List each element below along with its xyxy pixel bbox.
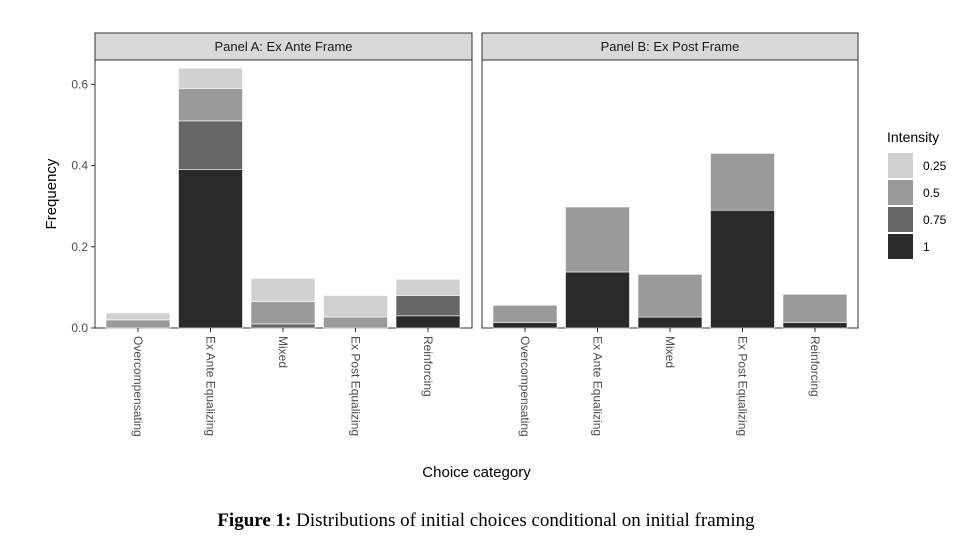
legend-label: 0.5	[923, 186, 940, 200]
x-tick-label: Reinforcing	[808, 336, 822, 397]
panel-b: Panel B: Ex Post Frame Overcompensating Ex…	[481, 32, 859, 437]
legend-label: 1	[923, 240, 930, 254]
bar-segment-ex-ante-equalizing-1	[565, 271, 630, 329]
bar-segment-ex-ante-equalizing-0.25	[178, 67, 243, 89]
caption-label: Figure 1:	[217, 510, 292, 531]
y-tick-label: 0.0	[71, 321, 88, 335]
x-tick-label: Mixed	[663, 336, 677, 368]
x-tick-label: Ex Ante Equalizing	[591, 336, 605, 436]
bar-segment-mixed-0.25	[250, 278, 316, 302]
y-tick-label: 0.2	[71, 240, 88, 254]
bar-segment-overcompensating-0.5	[492, 304, 558, 324]
bar-segment-ex-post-equalizing-0.5	[710, 153, 775, 211]
bar-segment-ex-post-equalizing-1	[710, 209, 775, 329]
bar-segment-overcompensating-0.25	[105, 312, 171, 321]
legend-swatch-0.25	[888, 153, 913, 178]
bar-segment-reinforcing-1	[395, 315, 461, 329]
x-tick-label: Overcompensating	[518, 336, 532, 437]
bar-segment-ex-ante-equalizing-0.5	[178, 88, 243, 122]
x-tick-label: Reinforcing	[421, 336, 435, 397]
bar-segment-ex-ante-equalizing-0.75	[178, 120, 243, 170]
x-tick-label: Ex Post Equalizing	[349, 336, 363, 436]
legend-label: 0.75	[923, 213, 947, 227]
bar-segment-ex-post-equalizing-0.25	[323, 295, 388, 318]
bar-segment-ex-ante-equalizing-0.5	[565, 206, 630, 273]
bar-segment-ex-post-equalizing-0.5	[323, 316, 388, 329]
legend-swatch-1	[888, 234, 913, 259]
stacked-bar-chart: Panel A: Ex Ante Frame Overcompensating Ex…	[43, 32, 947, 481]
legend-title: Intensity	[887, 129, 939, 145]
y-axis-title: Frequency	[43, 158, 60, 229]
panel-strip	[481, 32, 859, 61]
y-axis: 0.0 0.2 0.4 0.6	[71, 77, 95, 335]
x-tick-label: Ex Ante Equalizing	[204, 336, 218, 436]
y-tick-label: 0.6	[71, 77, 88, 91]
legend-label: 0.25	[923, 159, 947, 173]
panel-strip	[94, 32, 473, 61]
panel-title: Panel A: Ex Ante Frame	[214, 39, 352, 54]
bar-segment-reinforcing-1	[782, 322, 848, 329]
bar-segment-ex-ante-equalizing-1	[178, 169, 243, 329]
legend-swatch-0.5	[888, 180, 913, 205]
bar-segment-mixed-0.5	[637, 274, 703, 318]
figure-caption: Figure 1: Distributions of initial choic…	[0, 510, 972, 532]
bar-segment-mixed-1	[637, 316, 703, 329]
bar-segment-overcompensating-0.5	[105, 319, 171, 329]
bar-segment-overcompensating-1	[492, 322, 558, 329]
legend-swatch-0.75	[888, 207, 913, 232]
x-axis-title: Choice category	[422, 464, 531, 481]
x-tick-label: Overcompensating	[131, 336, 145, 437]
x-tick-label: Mixed	[276, 336, 290, 368]
caption-text: Distributions of initial choices conditi…	[296, 510, 755, 531]
legend: Intensity 0.25 0.5 0.75 1	[887, 129, 947, 259]
bar-segment-mixed-0.5	[250, 301, 316, 325]
panels: Panel A: Ex Ante Frame Overcompensating Ex…	[94, 32, 859, 437]
panel-title: Panel B: Ex Post Frame	[601, 39, 740, 54]
bar-segment-reinforcing-0.75	[395, 295, 461, 317]
panel-a: Panel A: Ex Ante Frame Overcompensating Ex…	[94, 32, 473, 437]
x-tick-label: Ex Post Equalizing	[736, 336, 750, 436]
y-tick-label: 0.4	[71, 159, 88, 173]
bar-segment-reinforcing-0.5	[782, 293, 848, 324]
bar-segment-mixed-0.75	[250, 323, 316, 329]
bar-segment-reinforcing-0.25	[395, 278, 461, 296]
